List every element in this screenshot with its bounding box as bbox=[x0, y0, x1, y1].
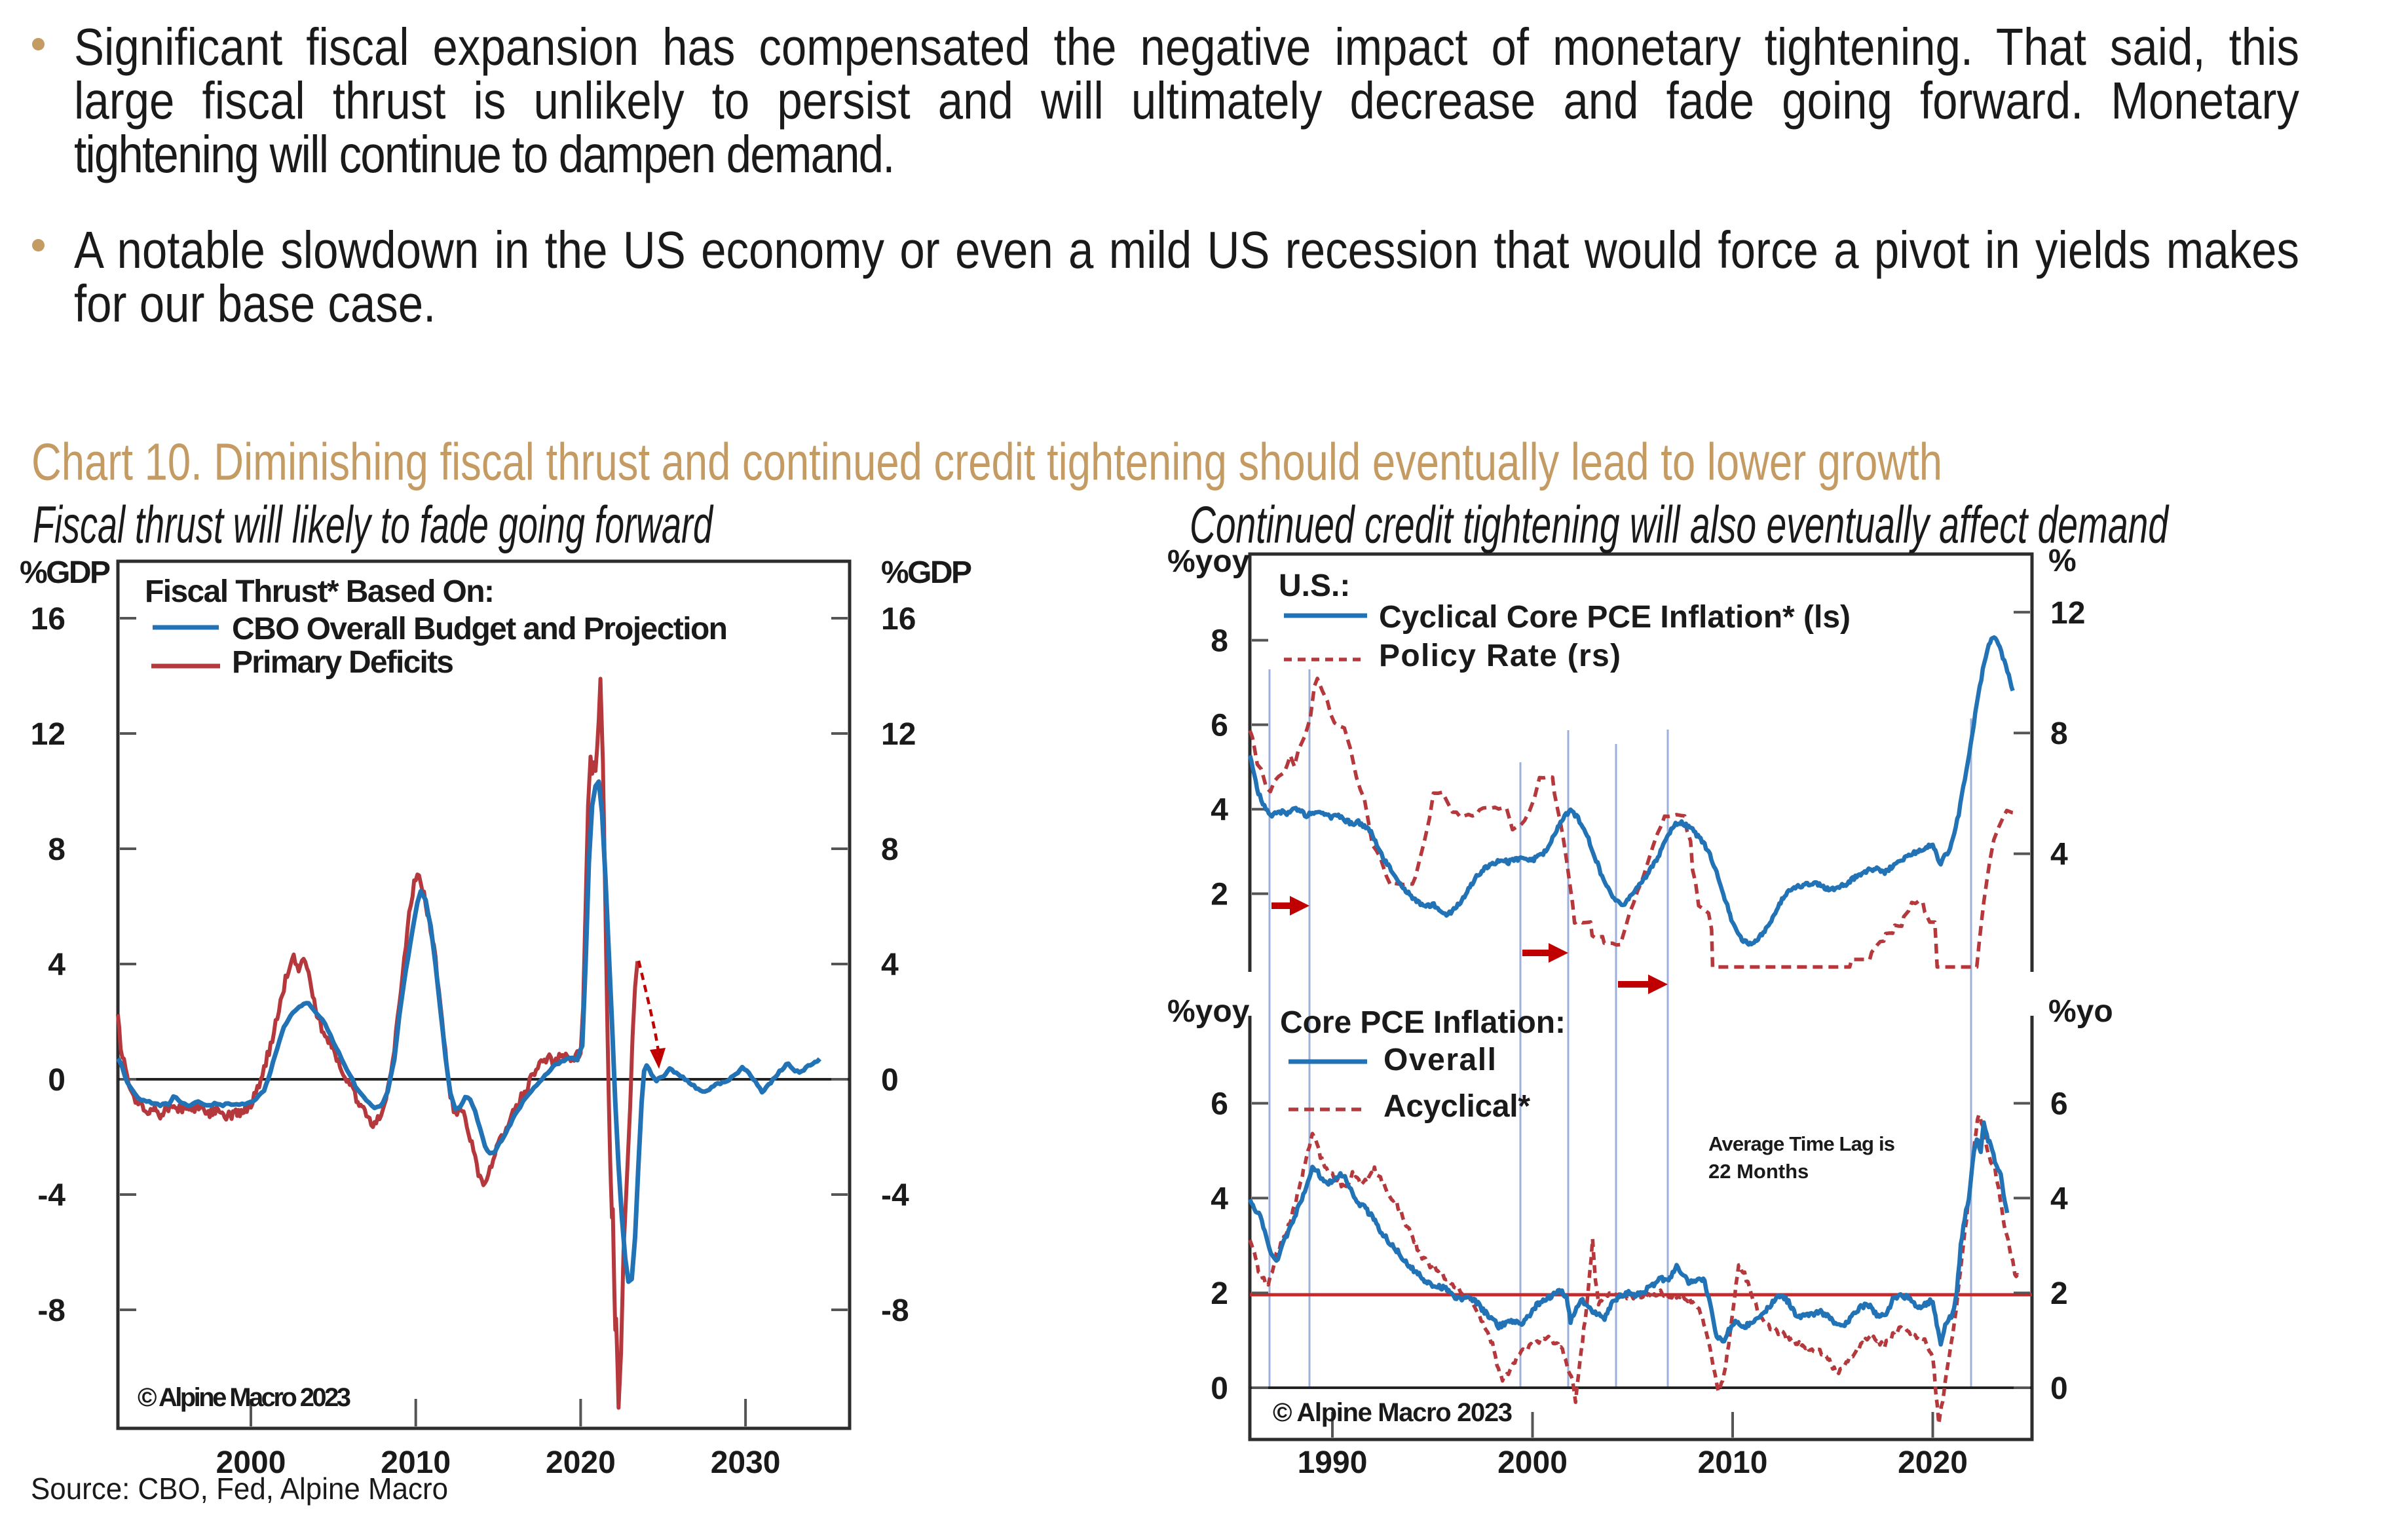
svg-text:© Alpine Macro 2023: © Alpine Macro 2023 bbox=[138, 1383, 351, 1412]
svg-text:U.S.:: U.S.: bbox=[1279, 568, 1350, 603]
svg-text:8: 8 bbox=[1211, 624, 1228, 659]
svg-text:8: 8 bbox=[881, 832, 899, 867]
svg-text:4: 4 bbox=[2050, 838, 2068, 872]
svg-text:Policy Rate (rs): Policy Rate (rs) bbox=[1379, 639, 1621, 673]
svg-text:Acyclical*: Acyclical* bbox=[1383, 1089, 1530, 1124]
svg-text:© Alpine Macro 2023: © Alpine Macro 2023 bbox=[1273, 1398, 1513, 1427]
svg-text:-8: -8 bbox=[37, 1293, 66, 1328]
svg-text:4: 4 bbox=[2050, 1181, 2068, 1216]
svg-text:CBO Overall Budget and Project: CBO Overall Budget and Projection bbox=[232, 612, 728, 646]
svg-text:0: 0 bbox=[1211, 1371, 1228, 1406]
svg-text:8: 8 bbox=[48, 832, 66, 867]
svg-text:Core PCE Inflation:: Core PCE Inflation: bbox=[1280, 1005, 1566, 1040]
svg-text:4: 4 bbox=[48, 948, 66, 982]
svg-text:2010: 2010 bbox=[1698, 1445, 1768, 1480]
svg-text:2000: 2000 bbox=[1497, 1445, 1568, 1480]
svg-text:4: 4 bbox=[1211, 793, 1228, 828]
svg-text:Fiscal Thrust* Based On:: Fiscal Thrust* Based On: bbox=[145, 574, 495, 609]
svg-text:12: 12 bbox=[2050, 596, 2085, 631]
svg-text:2: 2 bbox=[1211, 878, 1228, 912]
svg-text:0: 0 bbox=[48, 1063, 66, 1098]
svg-text:%yo: %yo bbox=[2048, 994, 2113, 1029]
svg-text:%yoy: %yoy bbox=[1167, 544, 1250, 579]
svg-text:2020: 2020 bbox=[1898, 1445, 1968, 1480]
svg-text:0: 0 bbox=[2050, 1371, 2068, 1406]
svg-text:%yoy: %yoy bbox=[1167, 994, 1250, 1029]
svg-text:%GDP: %GDP bbox=[881, 555, 972, 590]
svg-text:16: 16 bbox=[31, 602, 66, 637]
svg-text:%GDP: %GDP bbox=[20, 555, 111, 590]
svg-text:2020: 2020 bbox=[546, 1445, 616, 1480]
svg-text:2010: 2010 bbox=[381, 1445, 451, 1480]
svg-text:6: 6 bbox=[1211, 709, 1228, 743]
svg-text:Cyclical Core PCE Inflation* (: Cyclical Core PCE Inflation* (ls) bbox=[1379, 600, 1851, 635]
svg-text:0: 0 bbox=[881, 1063, 899, 1098]
svg-text:22 Months: 22 Months bbox=[1708, 1160, 1809, 1183]
svg-text:6: 6 bbox=[2050, 1087, 2068, 1122]
svg-text:6: 6 bbox=[1211, 1087, 1228, 1122]
svg-text:2000: 2000 bbox=[216, 1445, 286, 1480]
svg-text:-8: -8 bbox=[881, 1293, 909, 1328]
svg-text:1990: 1990 bbox=[1298, 1445, 1368, 1480]
svg-text:12: 12 bbox=[881, 717, 916, 752]
svg-text:12: 12 bbox=[31, 717, 66, 752]
svg-text:-4: -4 bbox=[881, 1178, 909, 1213]
svg-text:4: 4 bbox=[881, 948, 899, 982]
svg-text:Primary Deficits: Primary Deficits bbox=[232, 645, 454, 680]
svg-text:2: 2 bbox=[1211, 1276, 1228, 1311]
svg-text:2030: 2030 bbox=[711, 1445, 781, 1480]
svg-text:2: 2 bbox=[2050, 1276, 2068, 1311]
svg-text:4: 4 bbox=[1211, 1181, 1228, 1216]
svg-text:16: 16 bbox=[881, 602, 916, 637]
svg-text:-4: -4 bbox=[37, 1178, 66, 1213]
svg-text:Overall: Overall bbox=[1383, 1043, 1496, 1077]
svg-text:8: 8 bbox=[2050, 716, 2068, 751]
svg-text:%: % bbox=[2048, 544, 2077, 578]
svg-text:Average Time Lag is: Average Time Lag is bbox=[1708, 1132, 1895, 1155]
